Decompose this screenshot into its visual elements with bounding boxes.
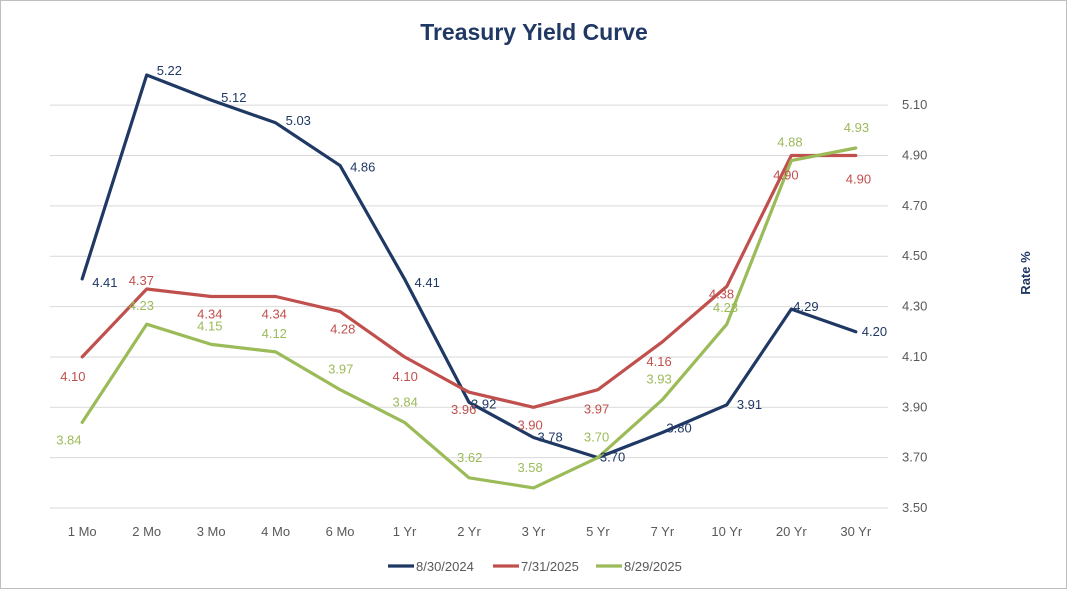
y-tick-label: 4.70 (902, 198, 927, 213)
data-label: 4.86 (350, 160, 375, 175)
x-tick-label: 2 Yr (457, 524, 481, 539)
x-tick-label: 30 Yr (840, 524, 872, 539)
data-label: 4.28 (330, 322, 355, 337)
data-label: 3.91 (737, 397, 762, 412)
x-tick-label: 3 Yr (522, 524, 546, 539)
series-line-3 (80, 146, 858, 490)
data-label: 4.29 (793, 299, 818, 314)
data-label: 3.93 (646, 372, 671, 387)
data-label: 4.88 (777, 135, 802, 150)
data-label: 4.15 (197, 318, 222, 333)
x-tick-label: 2 Mo (132, 524, 161, 539)
data-label: 4.38 (709, 286, 734, 301)
data-label: 3.84 (393, 394, 418, 409)
data-label: 3.96 (451, 402, 476, 417)
x-tick-label: 4 Mo (261, 524, 290, 539)
data-label: 4.12 (262, 326, 287, 341)
data-label: 3.90 (517, 417, 542, 432)
data-label: 5.03 (286, 113, 311, 128)
x-tick-label: 20 Yr (776, 524, 808, 539)
y-axis-title: Rate % (1018, 251, 1033, 295)
data-label: 4.93 (844, 120, 869, 135)
x-tick-label: 6 Mo (326, 524, 355, 539)
data-label: 3.62 (457, 450, 482, 465)
data-label: 3.84 (56, 432, 81, 447)
data-label: 4.23 (129, 298, 154, 313)
data-label: 3.92 (471, 396, 496, 411)
chart-title: Treasury Yield Curve (420, 19, 648, 45)
data-label: 4.10 (60, 369, 85, 384)
y-tick-label: 5.10 (902, 97, 927, 112)
data-label: 4.34 (262, 307, 287, 322)
y-axis-ticks: 3.50 3.70 3.90 4.10 4.30 4.50 4.70 4.90 5.10 (902, 97, 927, 515)
legend: 8/30/2024 7/31/2025 8/29/2025 (388, 559, 682, 574)
x-tick-label: 10 Yr (711, 524, 743, 539)
series-line-2 (80, 153, 858, 409)
data-labels: 4.41 5.22 5.12 5.03 4.86 4.41 3.92 3.78 3.70 3.80… (56, 63, 887, 475)
data-label: 4.41 (92, 275, 117, 290)
x-tick-label: 7 Yr (651, 524, 675, 539)
data-label: 4.10 (393, 369, 418, 384)
x-tick-label: 1 Yr (393, 524, 417, 539)
data-label: 5.12 (221, 90, 246, 105)
data-label: 4.34 (197, 307, 222, 322)
legend-label: 8/29/2025 (624, 559, 682, 574)
series-line-1 (80, 73, 858, 460)
data-label: 4.16 (646, 354, 671, 369)
y-tick-label: 3.70 (902, 450, 927, 465)
data-label: 3.80 (666, 420, 691, 435)
y-tick-label: 4.50 (902, 248, 927, 263)
data-label: 4.37 (129, 273, 154, 288)
x-tick-label: 5 Yr (586, 524, 610, 539)
data-label: 3.97 (584, 402, 609, 417)
data-label: 3.70 (600, 450, 625, 465)
y-tick-label: 3.50 (902, 500, 927, 515)
data-label: 3.70 (584, 430, 609, 445)
series-lines (80, 73, 858, 490)
y-tick-label: 3.90 (902, 399, 927, 414)
legend-label: 7/31/2025 (521, 559, 579, 574)
data-label: 4.90 (846, 172, 871, 187)
x-tick-label: 3 Mo (197, 524, 226, 539)
data-label: 3.58 (517, 460, 542, 475)
gridlines (50, 104, 888, 509)
x-axis-ticks: 1 Mo 2 Mo 3 Mo 4 Mo 6 Mo 1 Yr 2 Yr 3 Yr 5 Yr 7 Yr… (68, 524, 872, 539)
y-tick-label: 4.10 (902, 349, 927, 364)
data-label: 4.23 (713, 300, 738, 315)
data-label: 3.78 (537, 430, 562, 445)
data-label: 5.22 (157, 63, 182, 78)
data-label: 4.90 (773, 168, 798, 183)
legend-label: 8/30/2024 (416, 559, 474, 574)
data-label: 4.41 (415, 275, 440, 290)
x-tick-label: 1 Mo (68, 524, 97, 539)
y-tick-label: 4.30 (902, 299, 927, 314)
y-tick-label: 4.90 (902, 148, 927, 163)
data-label: 3.97 (328, 362, 353, 377)
data-label: 4.20 (862, 324, 887, 339)
